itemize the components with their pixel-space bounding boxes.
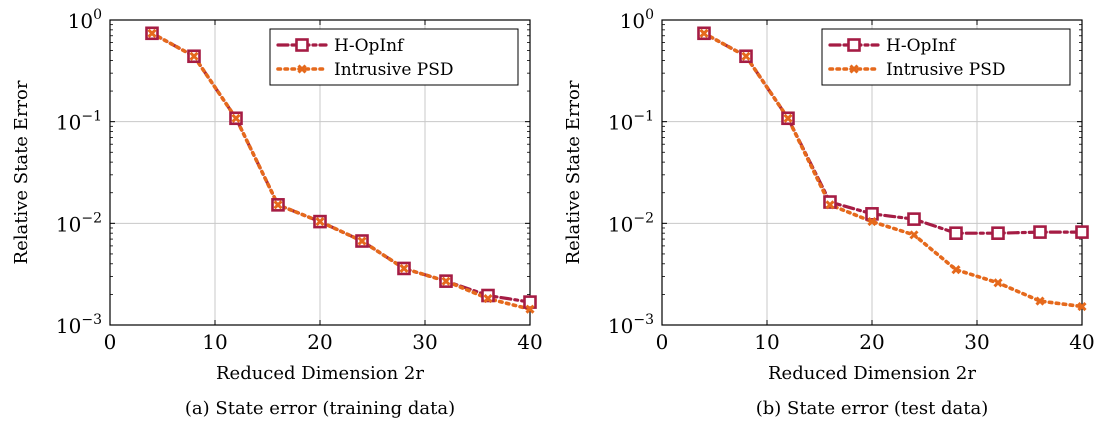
- data-point-h-opinf: [523, 295, 537, 309]
- x-tick-label: 10: [754, 330, 779, 354]
- data-point-intrusive-psd: [441, 276, 451, 286]
- legend-label: Intrusive PSD: [886, 60, 1006, 80]
- legend-label: H-OpInf: [886, 36, 957, 56]
- legend: H-OpInf Intrusive PSD: [269, 28, 519, 86]
- legend-label: Intrusive PSD: [334, 60, 454, 80]
- chart-panel-a: 0 10 20 30 40 100 10−1 10−2 10−3 Reduced Dimensio…: [11, 7, 543, 384]
- legend-marker: [847, 38, 861, 52]
- y-tick-label: 10−1: [608, 109, 654, 135]
- data-point-intrusive-psd: [993, 278, 1003, 288]
- y-axis-label: Relative State Error: [563, 80, 584, 264]
- x-tick-label: 0: [104, 330, 117, 354]
- x-tick-label: 40: [1069, 330, 1094, 354]
- legend-box: [821, 28, 1071, 86]
- data-point-h-opinf: [949, 226, 963, 240]
- data-point-intrusive-psd: [483, 293, 493, 304]
- y-tick-label: 100: [620, 7, 654, 33]
- legend-label: H-OpInf: [334, 36, 405, 56]
- data-point-intrusive-psd: [315, 217, 325, 227]
- axes-frame: [109, 19, 531, 326]
- data-point-intrusive-psd: [525, 304, 535, 314]
- x-axis-label: Reduced Dimension 2r: [768, 363, 976, 384]
- caption-a: (a) State error (training data): [184, 398, 456, 419]
- data-point-h-opinf: [481, 288, 495, 303]
- data-point-h-opinf: [991, 226, 1005, 240]
- series-line-intrusive-psd: [702, 31, 1084, 309]
- data-point-intrusive-psd: [825, 200, 835, 210]
- x-tick-label: 40: [517, 330, 542, 354]
- data-point-h-opinf: [865, 207, 879, 221]
- legend-marker: [295, 38, 309, 52]
- y-tick-label: 10−2: [56, 210, 102, 236]
- legend-marker: [849, 64, 859, 74]
- y-tick-label: 10−2: [608, 210, 654, 236]
- data-point-intrusive-psd: [357, 236, 367, 246]
- x-tick-label: 30: [412, 330, 437, 354]
- x-tick-label: 0: [656, 330, 669, 354]
- data-point-intrusive-psd: [909, 230, 919, 240]
- data-point-intrusive-psd: [1035, 296, 1045, 306]
- y-tick-label: 100: [68, 7, 102, 33]
- y-tick-label: 10−3: [56, 312, 102, 338]
- x-tick-label: 20: [307, 330, 332, 354]
- series-line-intrusive-psd: [150, 31, 532, 312]
- legend-marker: [297, 64, 307, 74]
- data-point-intrusive-psd: [783, 113, 793, 123]
- y-tick-label: 10−3: [608, 312, 654, 338]
- data-point-intrusive-psd: [1077, 301, 1087, 312]
- legend-box: [269, 28, 519, 86]
- data-point-intrusive-psd: [147, 28, 157, 38]
- y-tick-label: 10−1: [56, 109, 102, 135]
- x-tick-label: 30: [964, 330, 989, 354]
- data-point-h-opinf: [907, 212, 921, 226]
- data-point-h-opinf: [823, 195, 837, 209]
- axes-frame: [661, 19, 1083, 326]
- data-point-h-opinf: [1033, 225, 1047, 239]
- x-tick-label: 20: [859, 330, 884, 354]
- chart-panel-b: 0 10 20 30 40 100 10−1 10−2 10−3 Reduced Dimensio…: [563, 7, 1095, 384]
- data-point-intrusive-psd: [741, 51, 751, 61]
- data-point-intrusive-psd: [273, 200, 283, 210]
- data-point-intrusive-psd: [951, 265, 961, 275]
- data-point-intrusive-psd: [189, 51, 199, 61]
- x-tick-label: 10: [202, 330, 227, 354]
- data-point-intrusive-psd: [867, 217, 877, 227]
- x-axis-label: Reduced Dimension 2r: [216, 363, 424, 384]
- caption-b: (b) State error (test data): [755, 398, 989, 419]
- data-point-h-opinf: [1075, 225, 1089, 239]
- data-point-intrusive-psd: [231, 113, 241, 123]
- data-point-intrusive-psd: [399, 263, 409, 274]
- data-point-intrusive-psd: [699, 28, 709, 38]
- legend: H-OpInf Intrusive PSD: [821, 28, 1071, 86]
- y-axis-label: Relative State Error: [11, 80, 32, 264]
